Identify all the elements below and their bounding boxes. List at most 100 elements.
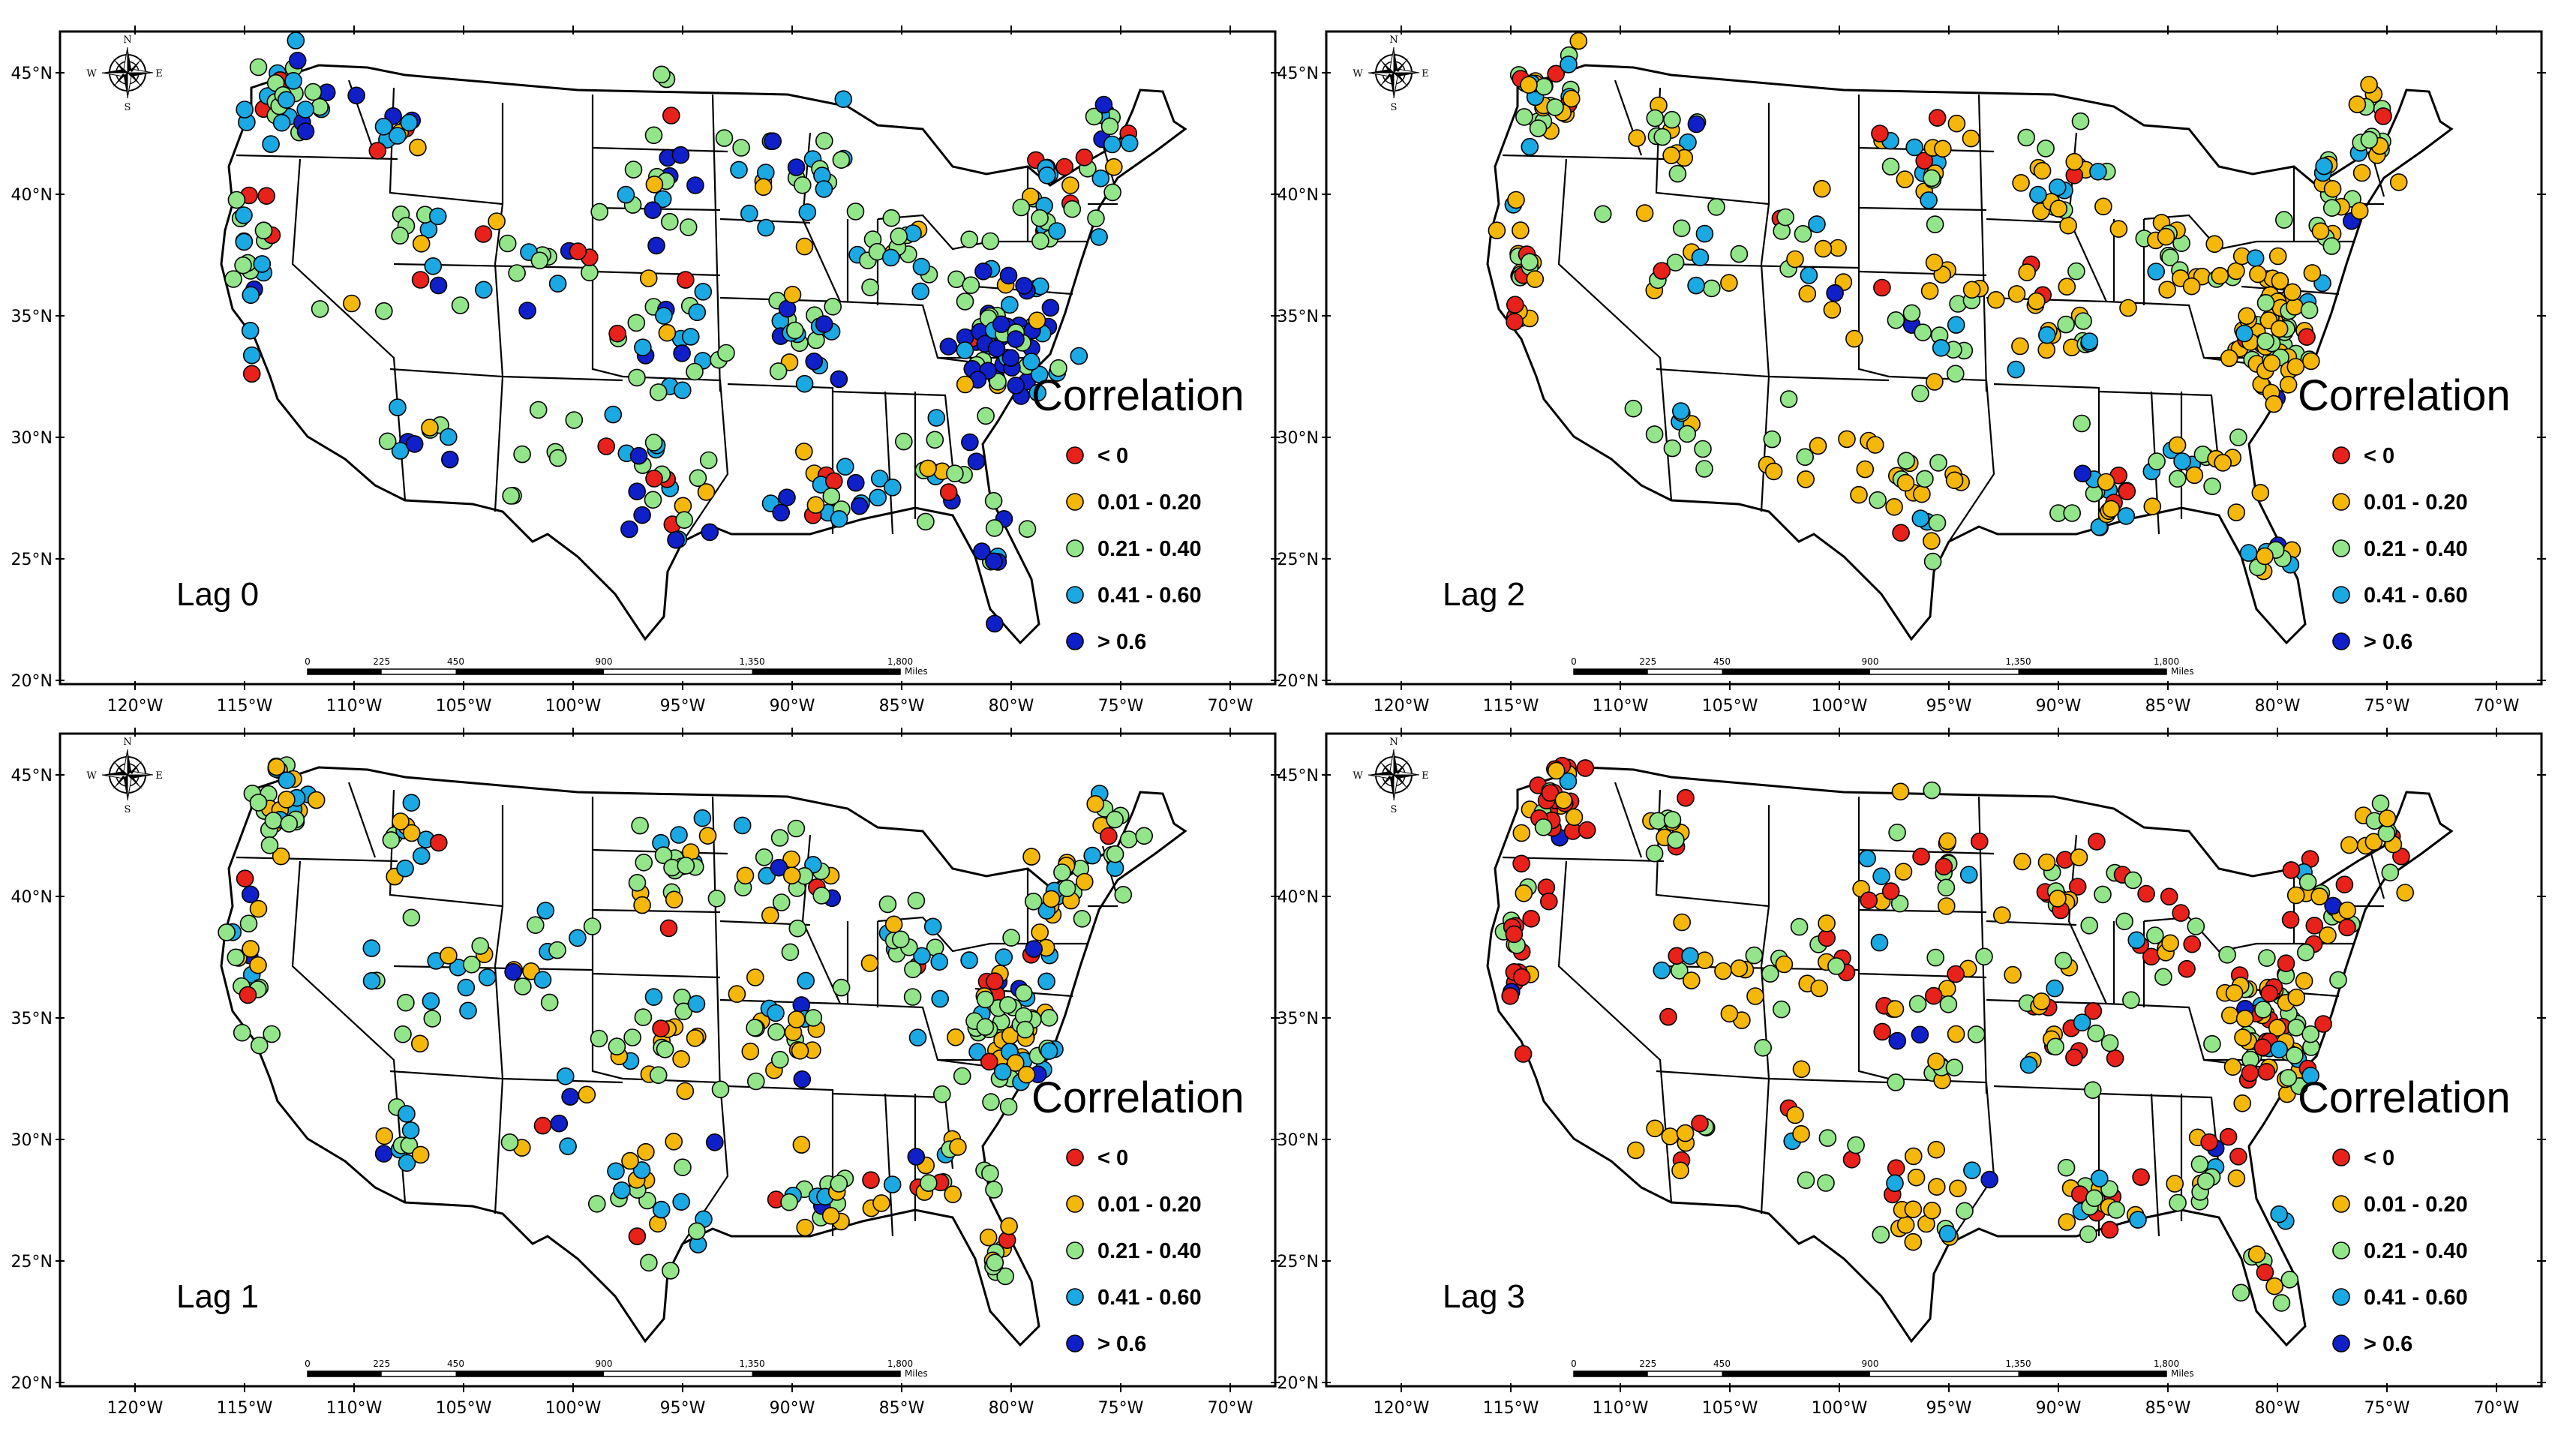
station-marker [662, 107, 680, 125]
station-marker [2185, 466, 2204, 485]
station-marker [253, 255, 272, 273]
station-marker [533, 1116, 552, 1135]
station-marker [1929, 454, 1947, 472]
station-marker [1042, 890, 1061, 908]
station-marker [956, 293, 974, 311]
station-marker [904, 960, 922, 979]
station-marker [2256, 1263, 2274, 1281]
station-marker [1923, 532, 1941, 551]
station-marker [628, 368, 646, 387]
station-marker [569, 929, 587, 947]
station-marker [2080, 332, 2099, 350]
lon-tick-label: 120°W [107, 697, 164, 716]
station-marker [2271, 272, 2289, 290]
station-marker [767, 1022, 785, 1041]
station-marker [1786, 250, 1804, 269]
station-marker [883, 1175, 902, 1193]
station-marker [1911, 1025, 1929, 1044]
scale-tick-label: 1,350 [2005, 1358, 2031, 1369]
station-marker [2221, 1006, 2239, 1025]
station-marker [1040, 1042, 1058, 1060]
station-marker [1666, 254, 1685, 272]
station-marker [627, 314, 646, 332]
station-marker [264, 812, 283, 830]
station-marker [1676, 1124, 1695, 1142]
station-marker [578, 1085, 596, 1104]
station-marker [1663, 811, 1682, 829]
station-marker [2287, 1019, 2305, 1037]
lat-tick-label: 45°N [11, 767, 53, 785]
lon-tick-label: 100°W [1812, 1399, 1868, 1418]
station-marker [242, 365, 261, 383]
station-marker [1645, 425, 1664, 443]
station-marker [1087, 209, 1105, 227]
station-marker [424, 257, 443, 275]
station-marker [1515, 884, 1533, 902]
station-marker [2389, 173, 2408, 191]
station-marker [1000, 1217, 1018, 1235]
station-marker [1673, 913, 1692, 932]
legend-swatch [1066, 493, 1084, 511]
station-marker [792, 1136, 811, 1154]
station-marker [2154, 968, 2172, 986]
station-marker [1015, 277, 1033, 295]
station-marker [2225, 983, 2244, 1002]
station-marker [665, 1132, 683, 1151]
station-marker [1031, 209, 1049, 227]
station-marker [278, 771, 296, 789]
station-marker [1812, 179, 1831, 198]
station-marker [756, 164, 775, 182]
station-marker [1559, 772, 1578, 791]
station-marker [2303, 264, 2322, 282]
station-marker [500, 1133, 519, 1151]
station-marker [1856, 460, 1875, 479]
station-marker [2127, 931, 2145, 950]
lon-tick-label: 70°W [1208, 1399, 1253, 1418]
station-marker [687, 995, 706, 1013]
station-marker [2315, 157, 2333, 176]
station-marker [1091, 170, 1110, 188]
station-marker [647, 236, 665, 255]
station-marker [1925, 254, 1944, 272]
station-marker [374, 302, 393, 320]
station-marker [672, 1193, 691, 1211]
station-marker [2297, 943, 2315, 962]
station-marker [561, 1088, 579, 1106]
lat-tick-label: 30°N [11, 429, 53, 448]
legend-label: 0.41 - 0.60 [1097, 1286, 1202, 1310]
station-marker [440, 947, 458, 965]
station-marker [540, 993, 559, 1012]
station-marker [640, 1253, 658, 1272]
station-marker [2070, 848, 2088, 866]
station-marker [1083, 846, 1101, 865]
station-marker [1007, 377, 1025, 395]
station-marker [778, 488, 796, 507]
lat-tick-label: 40°N [11, 186, 53, 205]
station-marker [2115, 912, 2133, 931]
station-marker [277, 91, 296, 109]
station-marker [1061, 176, 1079, 194]
lon-tick-label: 90°W [770, 1399, 815, 1418]
station-marker [1947, 965, 1965, 983]
station-marker [1017, 1065, 1036, 1084]
station-marker [2097, 473, 2115, 491]
station-marker [931, 989, 949, 1008]
station-marker [705, 1133, 724, 1151]
station-marker [1663, 439, 1682, 458]
station-marker [398, 1154, 416, 1172]
station-marker [2148, 452, 2166, 470]
station-marker [590, 203, 609, 221]
lon-tick-label: 95°W [660, 697, 706, 716]
station-marker [2147, 263, 2165, 281]
station-marker [884, 478, 902, 497]
station-marker [1001, 296, 1019, 314]
station-marker [1975, 947, 1993, 966]
station-marker [785, 321, 804, 340]
station-marker [2227, 503, 2245, 521]
station-marker [1887, 1159, 1905, 1178]
station-marker [2335, 875, 2354, 893]
station-marker [665, 890, 683, 909]
station-marker [2029, 185, 2047, 204]
station-marker [805, 352, 824, 371]
station-marker [2067, 262, 2085, 281]
